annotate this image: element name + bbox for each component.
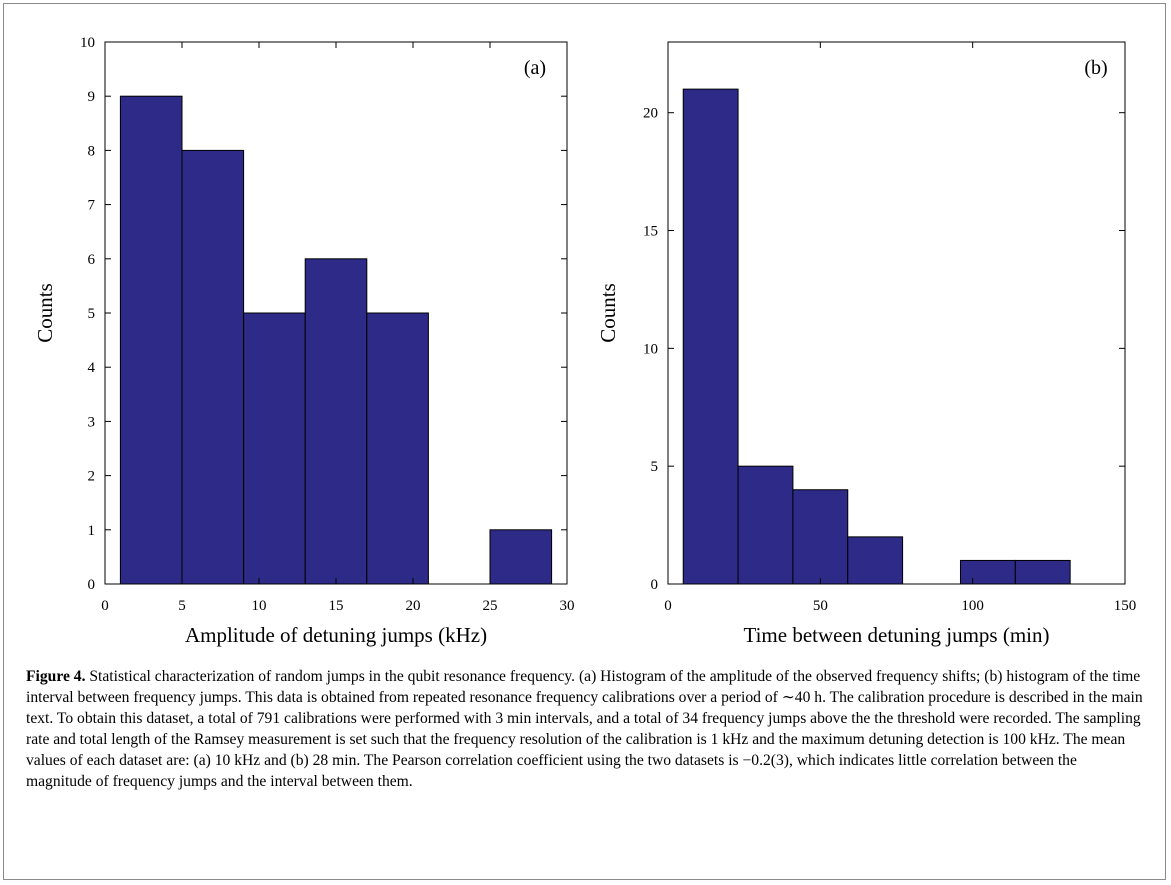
y-tick-label: 3 — [88, 414, 96, 430]
histogram-bar — [1014, 559, 1071, 585]
x-axis-label: Time between detuning jumps (min) — [743, 623, 1049, 647]
y-tick-label: 9 — [88, 89, 96, 105]
x-axis-label: Amplitude of detuning jumps (kHz) — [185, 623, 487, 647]
panel-label: (a) — [524, 57, 546, 79]
x-tick-label: 15 — [329, 598, 344, 614]
y-tick-label: 7 — [88, 198, 96, 214]
histogram-bar — [737, 465, 794, 585]
figure-frame — [3, 3, 1166, 880]
y-tick-label: 6 — [88, 252, 96, 268]
y-tick-label: 5 — [88, 306, 96, 322]
y-axis-label: Counts — [33, 283, 57, 343]
figure-caption: Figure 4. Statistical characterization o… — [26, 666, 1146, 792]
histogram-bar — [489, 529, 553, 585]
histogram-panel-a: 0 5 10 15 20 25 30 0 1 2 3 4 5 6 7 8 9 10 Amplitude of det… — [33, 35, 575, 647]
x-tick-label: 10 — [252, 598, 267, 614]
y-tick-label: 10 — [80, 35, 95, 51]
histogram-bar — [181, 149, 245, 585]
histogram-bar — [847, 536, 904, 585]
y-tick-label: 1 — [88, 523, 96, 539]
caption-label: Figure 4. — [26, 668, 86, 685]
x-tick-label: 100 — [961, 598, 984, 614]
histogram-bar — [119, 95, 183, 585]
y-tick-label: 20 — [643, 106, 658, 122]
caption-text: Statistical characterization of random j… — [26, 668, 1143, 790]
x-tick-label: 150 — [1114, 598, 1137, 614]
y-tick-label: 8 — [88, 143, 96, 159]
axes-box — [667, 41, 1126, 585]
y-tick-label: 15 — [643, 224, 658, 240]
histogram-bar — [243, 312, 306, 585]
x-tick-label: 0 — [101, 598, 109, 614]
x-tick-label: 5 — [178, 598, 186, 614]
x-tick-label: 50 — [813, 598, 828, 614]
y-tick-label: 0 — [88, 577, 96, 593]
histogram-bar — [792, 489, 849, 585]
histogram-bar — [304, 258, 368, 585]
x-tick-label: 20 — [406, 598, 421, 614]
y-tick-label: 0 — [651, 577, 659, 593]
y-tick-label: 10 — [643, 341, 658, 357]
panel-label: (b) — [1084, 57, 1107, 79]
histogram-bar — [366, 312, 429, 585]
x-tick-label: 25 — [483, 598, 498, 614]
y-tick-label: 4 — [88, 360, 96, 376]
figure-4-histograms: 0 5 10 15 20 25 30 0 1 2 3 4 5 6 7 8 9 10 Amplitude of det… — [33, 35, 1137, 647]
histogram-bar — [682, 88, 739, 585]
histogram-panel-b: 0 50 100 150 0 5 10 15 20 Time between detuning j… — [596, 41, 1137, 647]
x-tick-label: 0 — [664, 598, 672, 614]
x-tick-label: 30 — [560, 598, 575, 614]
histogram-bar — [959, 559, 1016, 585]
y-axis-label: Counts — [596, 283, 620, 343]
y-tick-label: 5 — [651, 459, 659, 475]
y-tick-label: 2 — [88, 469, 96, 485]
